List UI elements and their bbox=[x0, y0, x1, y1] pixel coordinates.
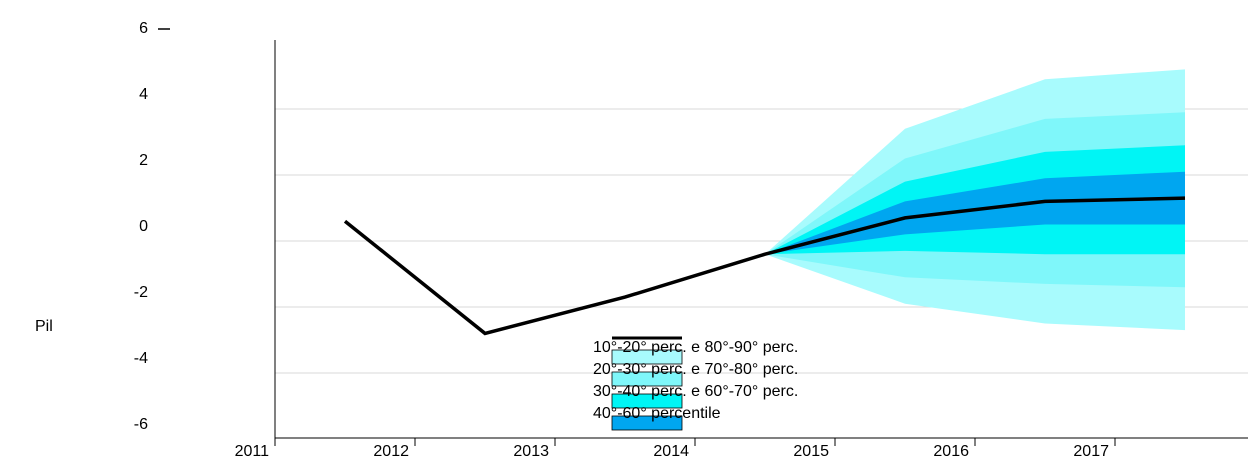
legend-label: 10°-20° perc. e 80°-90° perc. bbox=[593, 339, 798, 356]
legend-swatch bbox=[611, 349, 683, 365]
legend-swatch bbox=[611, 371, 683, 387]
y-tick-label: -4 bbox=[134, 350, 148, 367]
y-tick-label: 0 bbox=[139, 218, 148, 235]
series-line-group bbox=[343, 196, 1186, 336]
x-tick-label: 2013 bbox=[513, 443, 549, 459]
legend-label: 30°-40° perc. e 60°-70° perc. bbox=[593, 383, 798, 400]
x-tick-label: 2012 bbox=[373, 443, 409, 459]
x-tick-label: 2011 bbox=[235, 443, 270, 459]
series-line bbox=[343, 196, 1186, 336]
x-tick-label: 2014 bbox=[653, 443, 689, 459]
x-tick-label: 2017 bbox=[1073, 443, 1109, 459]
axes: -6 -4 -2 0 2 4 6 2011 2012 2013 2014 2015 2016 2017 bbox=[134, 20, 1248, 459]
y-tick-label: 6 bbox=[139, 20, 148, 37]
y-tick-label: -2 bbox=[134, 284, 148, 301]
legend-swatch bbox=[611, 415, 683, 431]
legend-label: 40°-60° percentile bbox=[593, 405, 721, 422]
legend-swatch bbox=[611, 393, 683, 409]
fan-band bbox=[765, 171, 1185, 255]
x-tick-label: 2016 bbox=[933, 443, 969, 459]
y-tick-label: -6 bbox=[134, 416, 148, 433]
legend-label: 20°-30° perc. e 70°-80° perc. bbox=[593, 361, 798, 378]
legend: 10°-20° perc. e 80°-90° perc. 20°-30° per… bbox=[593, 336, 798, 431]
y-axis-label: Pil bbox=[35, 318, 53, 335]
y-tick-label: 4 bbox=[139, 86, 148, 103]
y-tick-label: 2 bbox=[139, 152, 148, 169]
x-tick-label: 2015 bbox=[793, 443, 829, 459]
